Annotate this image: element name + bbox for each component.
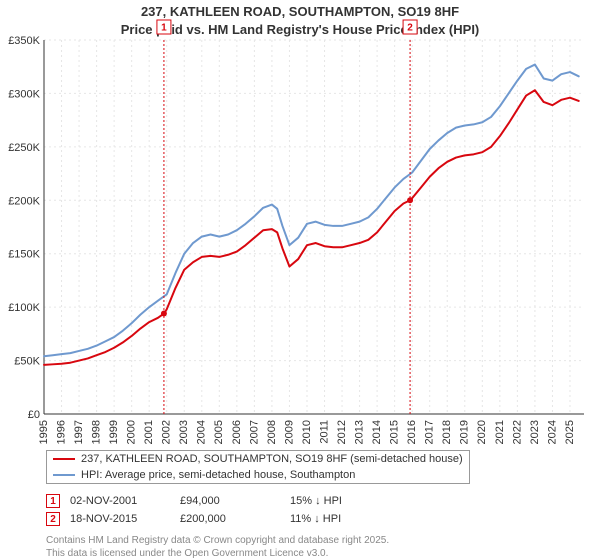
svg-text:1998: 1998 — [91, 420, 103, 444]
legend-label: 237, KATHLEEN ROAD, SOUTHAMPTON, SO19 8H… — [81, 453, 463, 465]
svg-text:2006: 2006 — [231, 420, 243, 444]
sales-table: 1 02-NOV-2001£94,00015% ↓ HPI 2 18-NOV-2015… — [46, 494, 400, 530]
svg-text:2013: 2013 — [353, 420, 365, 444]
svg-text:2017: 2017 — [424, 420, 436, 444]
sale-delta-vs-hpi: 15% ↓ HPI — [290, 495, 400, 507]
svg-text:2007: 2007 — [248, 420, 260, 444]
sale-date: 18-NOV-2015 — [70, 513, 180, 525]
svg-text:£150K: £150K — [8, 249, 40, 261]
svg-text:1999: 1999 — [108, 420, 120, 444]
svg-text:£0: £0 — [28, 409, 40, 421]
svg-text:2015: 2015 — [389, 420, 401, 444]
sale-date: 02-NOV-2001 — [70, 495, 180, 507]
sale-index-box: 1 — [46, 494, 60, 508]
svg-text:£50K: £50K — [14, 356, 40, 368]
legend-label: HPI: Average price, semi-detached house,… — [81, 469, 355, 481]
svg-text:2002: 2002 — [161, 420, 173, 444]
price-vs-hpi-chart: £0 £50K £100K £150K £200K £250K £300K £350K 1995… — [0, 0, 600, 454]
svg-text:£350K: £350K — [8, 35, 40, 47]
svg-text:1: 1 — [161, 23, 167, 34]
sale-price: £200,000 — [180, 513, 290, 525]
svg-text:£200K: £200K — [8, 195, 40, 207]
sale-index-box: 2 — [46, 512, 60, 526]
svg-text:2020: 2020 — [476, 420, 488, 444]
legend-item: 237, KATHLEEN ROAD, SOUTHAMPTON, SO19 8H… — [47, 451, 469, 467]
svg-text:2018: 2018 — [441, 420, 453, 444]
sale-price: £94,000 — [180, 495, 290, 507]
svg-text:£100K: £100K — [8, 302, 40, 314]
svg-text:2019: 2019 — [459, 420, 471, 444]
sale-delta-vs-hpi: 11% ↓ HPI — [290, 513, 400, 525]
svg-text:2003: 2003 — [178, 420, 190, 444]
sale-row: 2 18-NOV-2015£200,00011% ↓ HPI — [46, 512, 400, 526]
sale-row: 1 02-NOV-2001£94,00015% ↓ HPI — [46, 494, 400, 508]
legend-swatch — [53, 474, 75, 476]
svg-text:2010: 2010 — [301, 420, 313, 444]
svg-text:2001: 2001 — [143, 420, 155, 444]
svg-text:2025: 2025 — [564, 420, 576, 444]
footer-line2: This data is licensed under the Open Gov… — [46, 547, 389, 560]
legend-item: HPI: Average price, semi-detached house,… — [47, 467, 469, 483]
svg-text:2004: 2004 — [196, 420, 208, 444]
svg-text:2016: 2016 — [406, 420, 418, 444]
svg-text:2011: 2011 — [318, 420, 330, 444]
svg-text:2009: 2009 — [283, 420, 295, 444]
svg-text:2000: 2000 — [126, 420, 138, 444]
footer-line1: Contains HM Land Registry data © Crown c… — [46, 534, 389, 547]
svg-text:2024: 2024 — [546, 420, 558, 444]
legend-box: 237, KATHLEEN ROAD, SOUTHAMPTON, SO19 8H… — [46, 450, 470, 484]
svg-text:1997: 1997 — [73, 420, 85, 444]
legend-swatch — [53, 458, 75, 460]
svg-text:2022: 2022 — [511, 420, 523, 444]
svg-text:2005: 2005 — [213, 420, 225, 444]
svg-text:£250K: £250K — [8, 142, 40, 154]
svg-text:2014: 2014 — [371, 420, 383, 444]
svg-text:2021: 2021 — [494, 420, 506, 444]
svg-text:2: 2 — [407, 23, 413, 34]
svg-text:£300K: £300K — [8, 88, 40, 100]
footer-attribution: Contains HM Land Registry data © Crown c… — [46, 534, 389, 560]
svg-text:2023: 2023 — [529, 420, 541, 444]
svg-text:2012: 2012 — [336, 420, 348, 444]
svg-text:2008: 2008 — [266, 420, 278, 444]
svg-text:1996: 1996 — [55, 420, 67, 444]
svg-text:1995: 1995 — [38, 420, 50, 444]
